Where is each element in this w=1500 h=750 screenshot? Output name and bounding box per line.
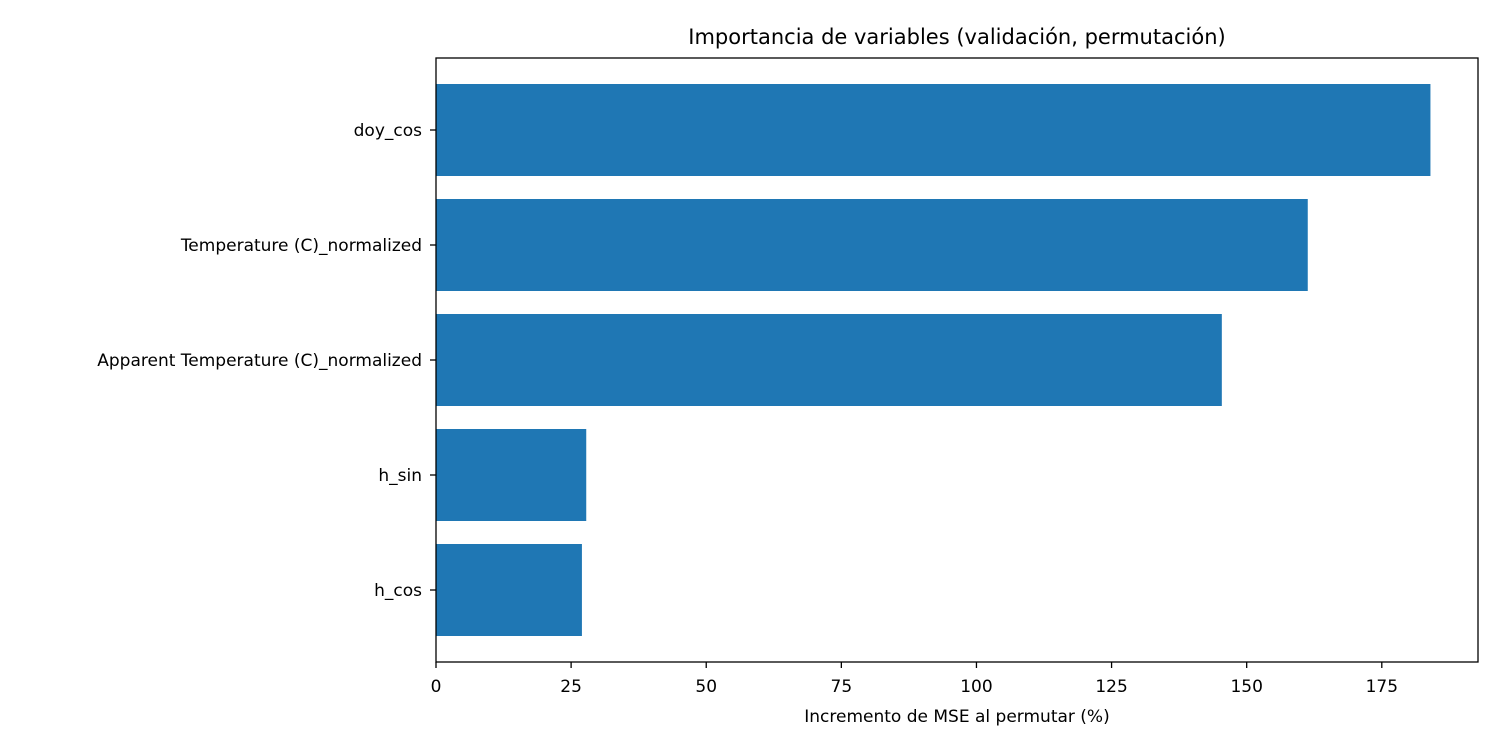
x-tick-label: 0 <box>431 677 442 697</box>
chart-title: Importancia de variables (validación, pe… <box>688 25 1225 49</box>
bar-temperature-c-normalized <box>436 199 1308 291</box>
y-tick-label: Apparent Temperature (C)_normalized <box>97 351 422 371</box>
x-axis-label: Incremento de MSE al permutar (%) <box>804 707 1109 727</box>
y-axis-ticks: doy_cos Temperature (C)_normalized Apparen… <box>97 121 436 601</box>
plot-frame <box>435 57 1479 663</box>
y-tick-label: h_sin <box>378 466 422 486</box>
bars-group <box>436 84 1431 636</box>
y-tick-label: Temperature (C)_normalized <box>180 236 422 256</box>
x-tick-label: 25 <box>560 677 582 697</box>
x-tick-label: 125 <box>1095 677 1127 697</box>
x-tick-label: 50 <box>695 677 717 697</box>
bar-apparent-temperature-c-normalized <box>436 314 1222 406</box>
x-tick-label: 100 <box>960 677 992 697</box>
bar-h-sin <box>436 429 587 521</box>
bar-doy-cos <box>436 84 1431 176</box>
x-tick-label: 75 <box>831 677 853 697</box>
x-tick-label: 175 <box>1366 677 1398 697</box>
y-tick-label: h_cos <box>374 581 422 601</box>
y-tick-label: doy_cos <box>354 121 423 141</box>
x-axis-ticks: 0 25 50 75 100 125 150 175 <box>431 662 1398 697</box>
bar-h-cos <box>436 544 582 636</box>
x-tick-label: 150 <box>1230 677 1262 697</box>
